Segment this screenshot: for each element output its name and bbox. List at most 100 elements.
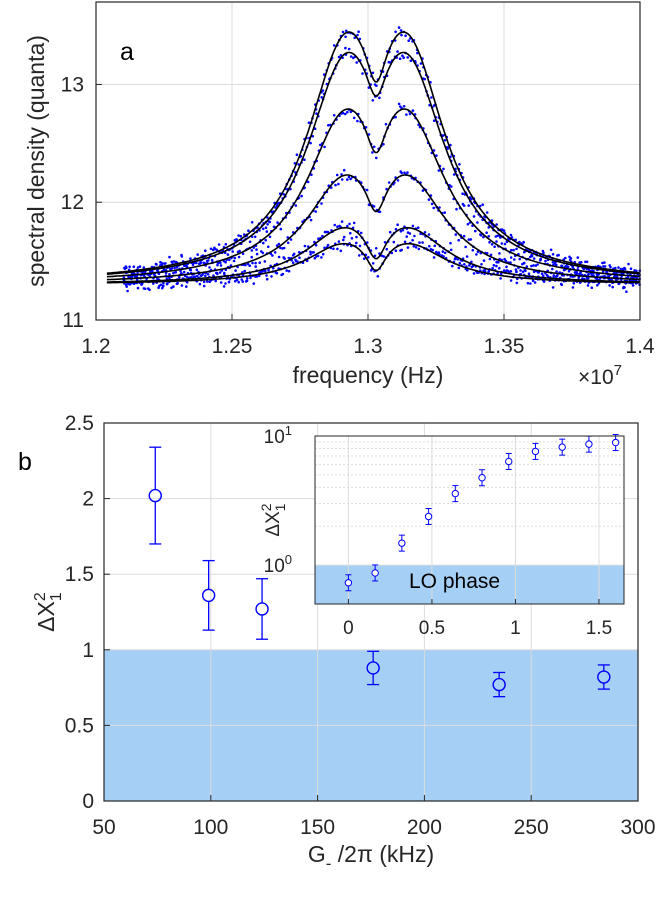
panel-a-data-point: [457, 238, 461, 242]
panel-a-data-point: [406, 246, 410, 249]
panel-a-data-point: [505, 265, 508, 269]
panel-a-data-point: [337, 240, 341, 243]
inset-data-point: [558, 438, 566, 456]
panel-a-data-point: [382, 255, 386, 258]
panel-a-data-point: [397, 26, 401, 29]
panel-a-data-point: [173, 266, 176, 270]
panel-a-data-point: [378, 96, 381, 100]
panel-a-data-point: [138, 265, 142, 268]
panel-a-spectral-density-plot: 1.2 1.25 1.3 1.35 1.4 11 12 13 a frequency (Hz)…: [23, 1, 655, 389]
panel-a-data-point: [555, 275, 559, 278]
panel-a-data-point: [182, 270, 186, 274]
panel-a-data-point: [323, 145, 326, 149]
panel-a-data-point: [320, 96, 324, 99]
panel-a-data-point: [371, 71, 375, 75]
inset-data-marker: [585, 440, 593, 448]
panel-a-data-point: [309, 141, 312, 145]
panel-a-data-point: [603, 261, 606, 264]
panel-a-data-point: [142, 266, 146, 269]
panel-a-data-point: [321, 89, 325, 92]
panel-a-data-point: [586, 284, 590, 287]
panel-a-data-point: [309, 250, 312, 254]
panel-a-data-point: [268, 220, 272, 224]
panel-a-data-point: [202, 284, 206, 288]
panel-a-data-point: [455, 207, 458, 211]
panel-a-data-point: [437, 169, 441, 172]
panel-a-data-point: [267, 245, 270, 249]
panel-a-data-point: [320, 256, 323, 259]
panel-a-data-point: [376, 275, 380, 278]
panel-a-data-point: [596, 283, 599, 287]
panel-a-data-point: [611, 285, 614, 289]
panel-a-data-point: [211, 248, 215, 252]
panel-a-data-point: [215, 271, 219, 275]
panel-a-data-point: [193, 275, 197, 279]
panel-a-data-point: [303, 158, 306, 161]
panel-a-data-point: [404, 34, 407, 37]
panel-a-data-point: [495, 240, 498, 243]
panel-a-data-point: [495, 261, 499, 264]
panel-a-data-point: [258, 261, 262, 265]
panel-a-data-point: [482, 269, 486, 272]
panel-a-data-point: [488, 241, 491, 244]
panel-a-data-point: [250, 221, 254, 224]
panel-a-data-point: [401, 54, 404, 57]
panel-a-data-point: [443, 139, 447, 142]
data-marker: [201, 588, 216, 603]
panel-a-data-point: [265, 274, 268, 277]
panel-a-data-point: [340, 178, 344, 181]
panel-b-x-tick-label: 100: [193, 816, 228, 839]
panel-a-data-point: [358, 254, 361, 257]
panel-a-data-point: [427, 233, 431, 236]
panel-a-data-point: [475, 253, 478, 256]
panel-a-data-point: [303, 244, 307, 248]
panel-a-data-point: [366, 241, 369, 244]
panel-a-data-point: [476, 221, 479, 224]
panel-a-data-point: [551, 286, 555, 289]
inset-data-point: [398, 534, 406, 552]
panel-a-fit-curve-1: [106, 31, 641, 275]
panel-a-data-point: [152, 282, 155, 285]
panel-a-data-point: [433, 244, 437, 248]
panel-a-data-point: [560, 264, 564, 268]
panel-a-data-point: [272, 266, 275, 270]
panel-a-data-point: [458, 163, 461, 166]
panel-a-data-point: [333, 223, 337, 227]
panel-a-data-point: [232, 259, 236, 263]
panel-a-data-point: [375, 84, 378, 87]
panel-a-data-point: [585, 276, 589, 280]
panel-a-data-point: [400, 171, 404, 175]
panel-a-data-point: [456, 258, 460, 261]
panel-a-data-point: [519, 269, 522, 272]
panel-a-data-point: [195, 268, 199, 272]
panel-a-data-point: [499, 277, 502, 280]
panel-a-data-point: [347, 47, 351, 51]
panel-a-data-point: [264, 226, 268, 229]
panel-a-data-point: [435, 154, 438, 157]
panel-a-data-point: [412, 245, 416, 248]
panel-a-data-point: [372, 205, 376, 208]
panel-a-data-point: [206, 273, 210, 276]
panel-a-data-point: [485, 231, 488, 234]
panel-a-data-point: [267, 269, 270, 272]
panel-a-data-point: [614, 266, 617, 270]
panel-a-data-point: [523, 250, 526, 254]
panel-a-data-point: [215, 248, 219, 252]
panel-a-data-point: [168, 273, 171, 276]
panel-a-data-point: [383, 241, 387, 244]
panel-b-x-tick-label: 300: [620, 816, 655, 839]
panel-a-data-point: [261, 227, 265, 231]
data-marker: [148, 488, 162, 503]
panel-a-data-point: [629, 267, 633, 271]
panel-a-data-point: [515, 281, 519, 285]
panel-a-data-point: [262, 241, 265, 245]
panel-a-data-point: [394, 249, 398, 252]
panel-a-data-point: [183, 264, 186, 268]
panel-a-data-point: [255, 252, 259, 256]
panel-a-data-point: [320, 202, 323, 205]
panel-a-data-point: [622, 285, 625, 289]
panel-a-data-point: [268, 235, 272, 239]
panel-a-data-point: [342, 235, 346, 239]
panel-a-data-point: [532, 257, 536, 260]
panel-a-data-point: [285, 269, 289, 272]
